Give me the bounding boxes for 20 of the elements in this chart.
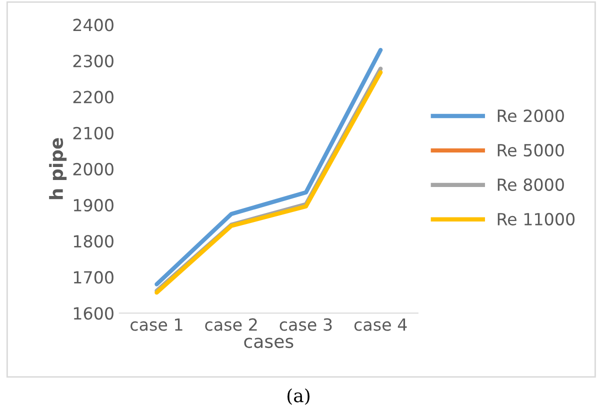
y-tick-label: 2000 bbox=[73, 162, 114, 176]
x-tick-label: case 3 bbox=[280, 318, 332, 331]
x-tick-label: case 4 bbox=[354, 318, 407, 331]
y-tick-label: 2400 bbox=[73, 18, 114, 32]
y-tick-label: 2100 bbox=[73, 126, 114, 140]
legend-label: Re 2000 bbox=[498, 109, 564, 122]
x-axis-title: cases bbox=[244, 338, 294, 348]
legend-label: Re 8000 bbox=[498, 178, 564, 191]
y-tick-label: 1700 bbox=[74, 271, 114, 284]
x-tick-label: case 2 bbox=[205, 318, 257, 331]
y-axis-title: h pipe bbox=[49, 138, 67, 200]
y-tick-label: 2300 bbox=[73, 54, 114, 68]
legend-label: Re 11000 bbox=[498, 212, 575, 226]
y-tick-label: 1900 bbox=[74, 198, 114, 212]
y-tick-label: 1600 bbox=[74, 307, 114, 320]
legend-label: Re 5000 bbox=[498, 144, 564, 157]
y-tick-label: 2200 bbox=[73, 90, 114, 104]
y-tick-label: 1800 bbox=[74, 234, 114, 248]
text: (a) bbox=[288, 388, 310, 405]
x-tick-label: case 1 bbox=[130, 318, 182, 331]
